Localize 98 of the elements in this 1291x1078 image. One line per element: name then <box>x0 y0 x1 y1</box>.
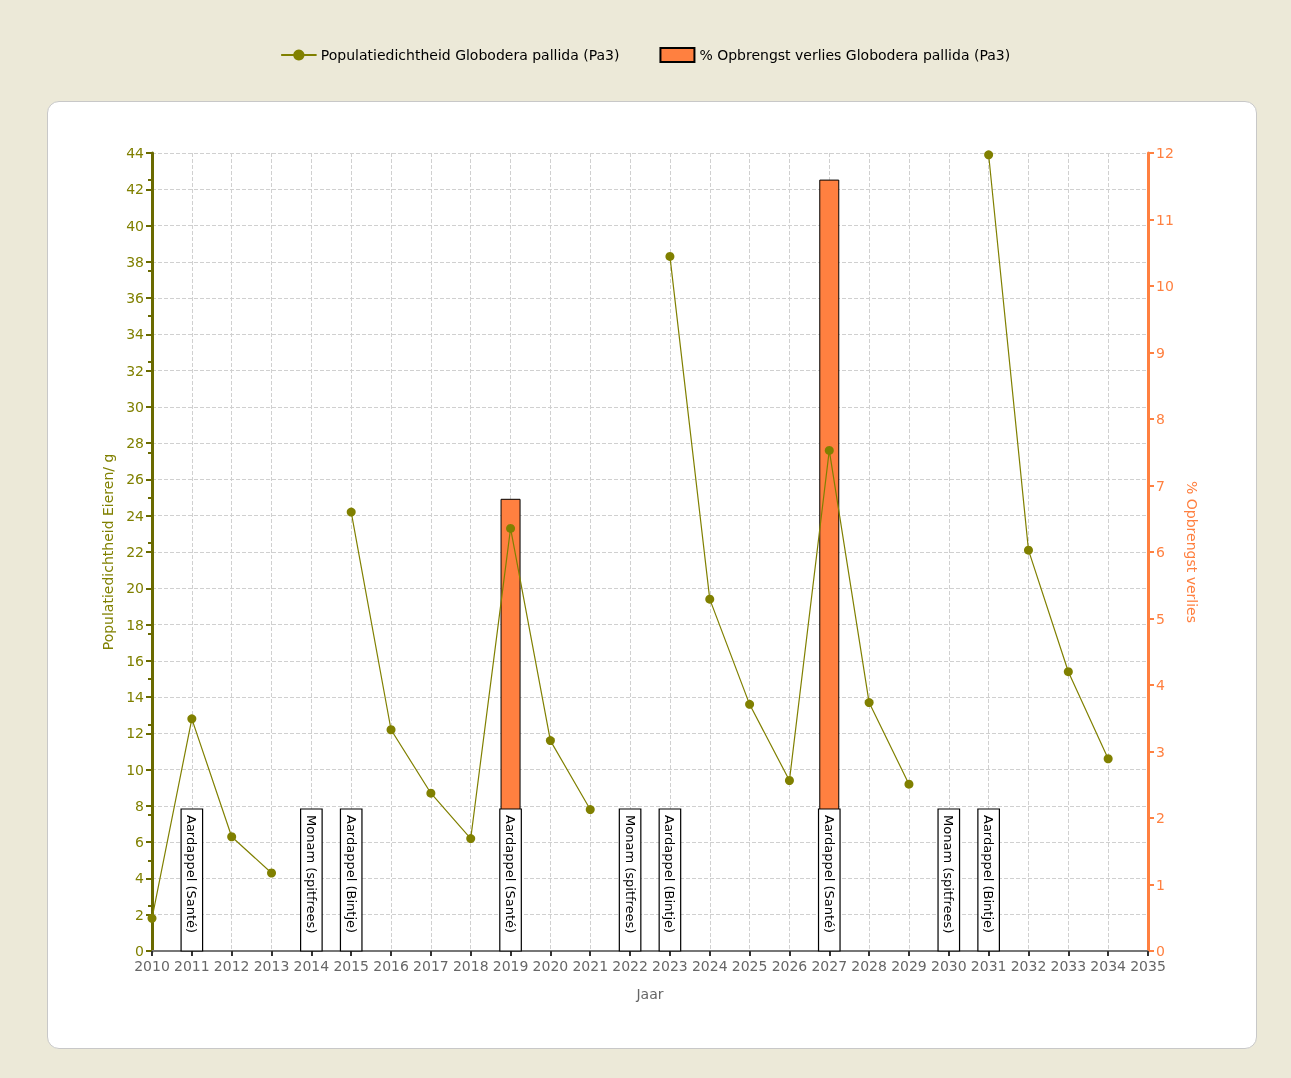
point <box>824 445 834 455</box>
band-label: Monam (spitfrees) <box>303 815 319 934</box>
band-label: Aardappel (Bintje) <box>343 815 359 934</box>
x-tick-label: 2010 <box>134 958 170 974</box>
y-tick-label: 42 <box>126 181 144 198</box>
band-label: Aardappel (Santé) <box>503 815 519 934</box>
x-tick-label: 2032 <box>1010 958 1047 974</box>
y-tick-label: 40 <box>126 217 144 234</box>
y2-tick-label: 9 <box>1156 344 1165 361</box>
y2-tick-label: 12 <box>1156 145 1174 161</box>
y2-tick-label: 2 <box>1156 810 1165 826</box>
x-tick-label: 2023 <box>652 958 688 974</box>
y2-tick-label: 6 <box>1156 544 1165 560</box>
x-tick-label: 2027 <box>811 958 848 974</box>
y-tick-label: 14 <box>126 689 145 706</box>
y-tick-label: 24 <box>126 507 145 524</box>
y2-tick-label: 4 <box>1156 677 1165 693</box>
band-label: Monam (spitfrees) <box>941 815 957 934</box>
band-label: Aardappel (Santé) <box>184 815 200 934</box>
point <box>1063 667 1073 677</box>
point <box>147 913 157 923</box>
band-label: Aardappel (Bintje) <box>662 815 678 934</box>
y-tick-label: 10 <box>126 761 144 778</box>
point <box>1023 545 1033 555</box>
y-tick-label: 12 <box>126 725 144 742</box>
x-tick-label: 2029 <box>891 958 927 974</box>
x-tick-label: 2015 <box>333 958 370 974</box>
point <box>187 714 197 724</box>
point <box>545 736 555 746</box>
y-tick-label: 26 <box>126 471 145 488</box>
x-tick-label: 2030 <box>930 958 967 974</box>
x-tick-label: 2034 <box>1090 958 1127 974</box>
point <box>665 251 675 261</box>
x-tick-label: 2013 <box>253 958 290 974</box>
y-tick-label: 2 <box>135 906 144 923</box>
point <box>984 150 994 160</box>
y-axis-title: Populatiedichtheid Eieren/ g <box>100 453 117 651</box>
y-tick-label: 16 <box>126 652 145 669</box>
y2-tick-label: 10 <box>1156 278 1174 294</box>
x-tick-label: 2018 <box>452 958 489 974</box>
point <box>227 832 237 842</box>
point <box>466 834 476 844</box>
point <box>904 779 914 789</box>
point <box>267 868 277 878</box>
y-tick-label: 34 <box>126 326 145 343</box>
y-tick-label: 20 <box>126 580 144 597</box>
y2-tick-label: 0 <box>1156 943 1165 959</box>
y-tick-label: 6 <box>135 834 145 851</box>
y2-tick-label: 8 <box>1156 411 1165 427</box>
point <box>1103 754 1113 764</box>
y-tick-label: 36 <box>126 290 145 307</box>
y2-tick-label: 1 <box>1156 876 1165 893</box>
x-tick-label: 2026 <box>771 958 808 974</box>
point <box>346 507 356 517</box>
y-tick-label: 8 <box>135 797 144 814</box>
point <box>745 699 755 709</box>
x-tick-label: 2011 <box>174 958 210 974</box>
x-tick-label: 2019 <box>492 958 529 974</box>
y-tick-label: 22 <box>126 544 144 560</box>
x-tick-label: 2022 <box>612 958 648 974</box>
y-tick-label: 18 <box>126 616 144 633</box>
x-tick-label: 2014 <box>293 958 330 974</box>
x-tick-label: 2021 <box>572 958 609 974</box>
point <box>705 594 715 604</box>
y-tick-label: 4 <box>135 870 145 887</box>
x-tick-label: 2020 <box>532 958 569 974</box>
point <box>784 776 794 786</box>
y-tick-label: 0 <box>135 943 144 959</box>
point <box>585 805 595 815</box>
y2-tick-label: 5 <box>1156 610 1165 627</box>
x-tick-label: 2016 <box>373 958 409 974</box>
band-label: Aardappel (Santé) <box>821 815 837 934</box>
x-tick-label: 2012 <box>213 958 250 974</box>
point <box>386 725 396 735</box>
y-tick-label: 28 <box>126 435 144 452</box>
point <box>506 523 516 533</box>
x-tick-label: 2024 <box>691 958 728 974</box>
y-tick-label: 44 <box>126 145 145 161</box>
y-tick-label: 30 <box>126 398 144 415</box>
x-tick-label: 2035 <box>1130 958 1166 974</box>
y2-axis-title: % Opbrengst verlies <box>1183 481 1200 623</box>
y2-tick-label: 7 <box>1156 477 1165 494</box>
y2-tick-label: 11 <box>1156 211 1174 228</box>
x-tick-label: 2025 <box>731 958 768 974</box>
legend-label: % Opbrengst verlies Globodera pallida (Pa3) <box>699 47 1011 63</box>
x-tick-label: 2031 <box>970 958 1007 974</box>
band-label: Monam (spitfrees) <box>622 815 638 934</box>
y-tick-label: 32 <box>126 362 144 379</box>
y-tick-label: 38 <box>126 253 144 270</box>
y2-tick-label: 3 <box>1156 743 1165 760</box>
x-tick-label: 2017 <box>413 958 449 974</box>
legend-label: Populatiedichtheid Globodera pallida (Pa3) <box>320 47 620 63</box>
x-tick-label: 2033 <box>1050 958 1087 974</box>
point <box>426 788 436 798</box>
band-label: Aardappel (Bintje) <box>981 815 997 934</box>
x-tick-label: 2028 <box>851 958 887 974</box>
x-axis-title: Jaar <box>635 986 664 1002</box>
point <box>864 698 874 708</box>
